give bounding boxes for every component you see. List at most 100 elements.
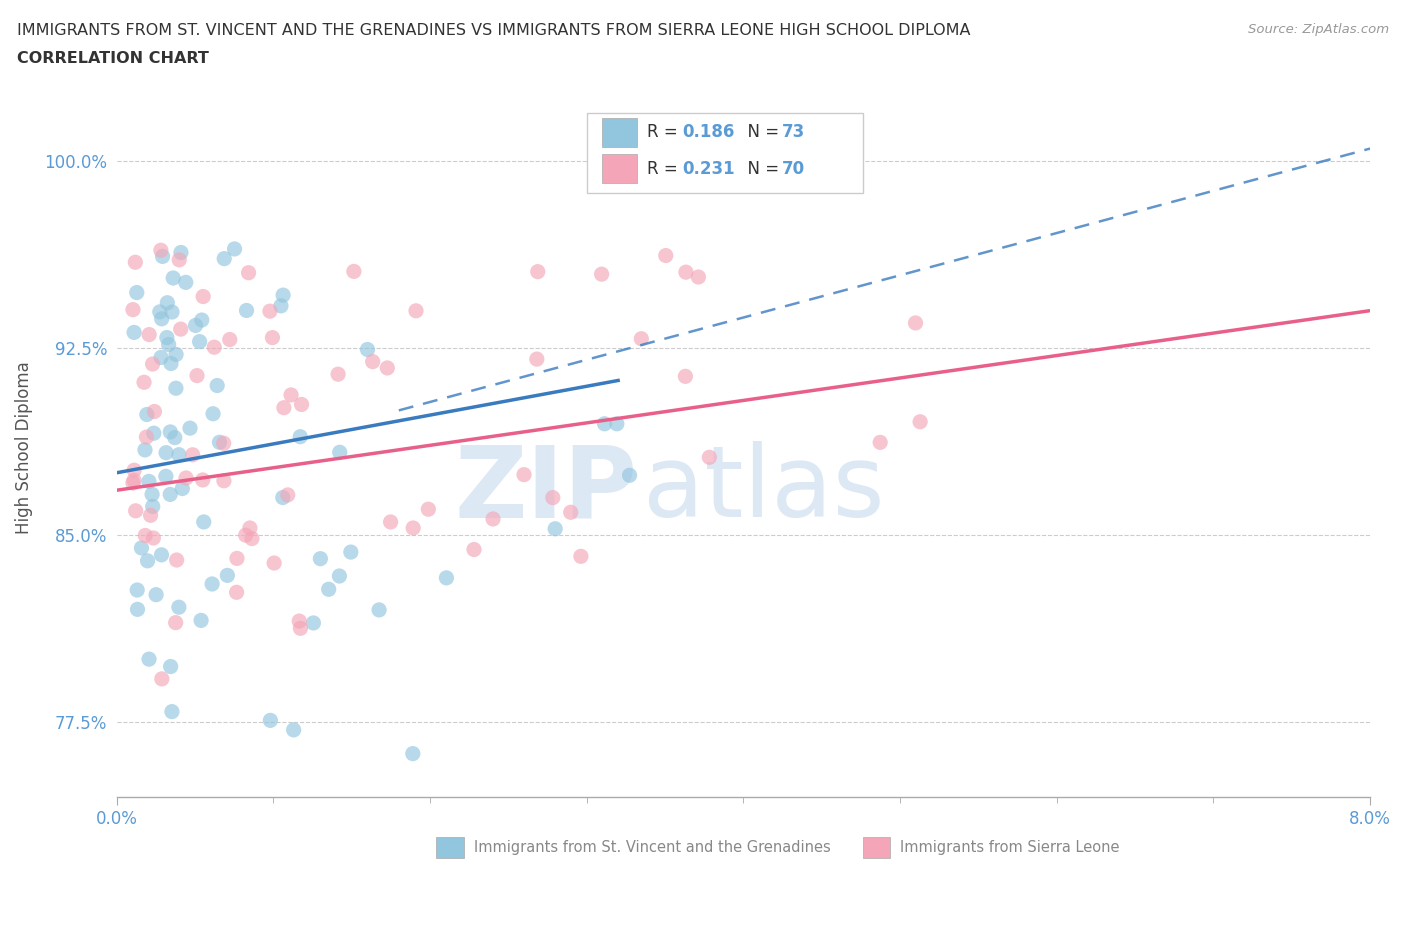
Point bbox=[673, 369, 696, 384]
Point bbox=[343, 264, 366, 279]
Point bbox=[262, 330, 284, 345]
Point bbox=[340, 545, 363, 560]
Point bbox=[224, 242, 246, 257]
Point bbox=[122, 475, 145, 490]
Point bbox=[217, 568, 239, 583]
Point bbox=[263, 555, 285, 570]
Point bbox=[271, 490, 294, 505]
Point bbox=[619, 468, 641, 483]
Point bbox=[138, 327, 160, 342]
Point bbox=[302, 616, 325, 631]
Point bbox=[160, 304, 183, 319]
Point bbox=[162, 271, 184, 286]
Point bbox=[329, 445, 352, 459]
FancyBboxPatch shape bbox=[586, 113, 862, 193]
Point bbox=[205, 379, 228, 393]
Point bbox=[235, 527, 257, 542]
Point bbox=[277, 487, 299, 502]
Point bbox=[238, 265, 260, 280]
Point bbox=[170, 246, 193, 260]
Point bbox=[142, 356, 165, 371]
Point bbox=[159, 424, 181, 439]
Text: IMMIGRANTS FROM ST. VINCENT AND THE GRENADINES VS IMMIGRANTS FROM SIERRA LEONE H: IMMIGRANTS FROM ST. VINCENT AND THE GREN… bbox=[17, 23, 970, 38]
Text: 70: 70 bbox=[782, 160, 806, 178]
Bar bbox=[602, 153, 637, 183]
Point bbox=[380, 514, 402, 529]
Text: R =: R = bbox=[647, 123, 683, 141]
Point bbox=[202, 339, 225, 354]
Point bbox=[155, 469, 177, 484]
Text: atlas: atlas bbox=[643, 441, 884, 538]
Point bbox=[141, 487, 163, 502]
Text: 0.231: 0.231 bbox=[682, 160, 735, 178]
Point bbox=[156, 295, 179, 310]
Point bbox=[225, 585, 247, 600]
Point bbox=[436, 570, 458, 585]
Point bbox=[167, 600, 190, 615]
Point bbox=[226, 551, 249, 565]
Point bbox=[326, 366, 349, 381]
Point bbox=[191, 312, 214, 327]
Point bbox=[560, 505, 582, 520]
Point bbox=[288, 614, 311, 629]
Point bbox=[186, 368, 208, 383]
Point bbox=[699, 450, 721, 465]
Text: R =: R = bbox=[647, 160, 683, 178]
Point bbox=[165, 347, 187, 362]
Point bbox=[235, 303, 257, 318]
Point bbox=[569, 549, 592, 564]
Point bbox=[375, 361, 398, 376]
Point bbox=[145, 587, 167, 602]
Point bbox=[165, 380, 187, 395]
Point bbox=[150, 671, 173, 686]
Point bbox=[149, 304, 172, 319]
Point bbox=[405, 303, 427, 318]
Point bbox=[163, 431, 186, 445]
Point bbox=[273, 400, 295, 415]
Point bbox=[482, 512, 505, 526]
Point bbox=[290, 397, 312, 412]
Point bbox=[134, 528, 156, 543]
Point bbox=[240, 531, 263, 546]
Point bbox=[160, 356, 183, 371]
Point bbox=[174, 275, 197, 290]
Bar bbox=[862, 837, 890, 857]
Point bbox=[463, 542, 485, 557]
Text: N =: N = bbox=[737, 160, 785, 178]
Point bbox=[179, 420, 201, 435]
Point bbox=[150, 312, 173, 326]
Point bbox=[135, 430, 157, 445]
Point bbox=[208, 435, 231, 450]
Text: N =: N = bbox=[737, 123, 785, 141]
Point bbox=[544, 522, 567, 537]
Point bbox=[212, 473, 235, 488]
Point bbox=[152, 249, 174, 264]
Point bbox=[122, 302, 145, 317]
Text: 0.186: 0.186 bbox=[682, 123, 734, 141]
Point bbox=[139, 508, 162, 523]
Point bbox=[418, 502, 440, 517]
Point bbox=[124, 255, 146, 270]
Point bbox=[290, 430, 312, 445]
Point bbox=[309, 551, 332, 566]
Point bbox=[193, 514, 215, 529]
Text: CORRELATION CHART: CORRELATION CHART bbox=[17, 51, 208, 66]
Point bbox=[259, 713, 281, 728]
Point bbox=[280, 388, 302, 403]
Point bbox=[591, 267, 613, 282]
Point bbox=[156, 330, 179, 345]
Point bbox=[361, 354, 384, 369]
Point bbox=[167, 447, 190, 462]
Point bbox=[259, 304, 281, 319]
Text: Source: ZipAtlas.com: Source: ZipAtlas.com bbox=[1249, 23, 1389, 36]
Point bbox=[166, 552, 188, 567]
Point bbox=[526, 264, 548, 279]
Point bbox=[368, 603, 391, 618]
Point bbox=[869, 435, 891, 450]
Point bbox=[283, 723, 305, 737]
Point bbox=[134, 443, 156, 458]
Point bbox=[271, 287, 294, 302]
Point bbox=[131, 540, 153, 555]
Point bbox=[402, 746, 425, 761]
Point bbox=[593, 417, 616, 432]
